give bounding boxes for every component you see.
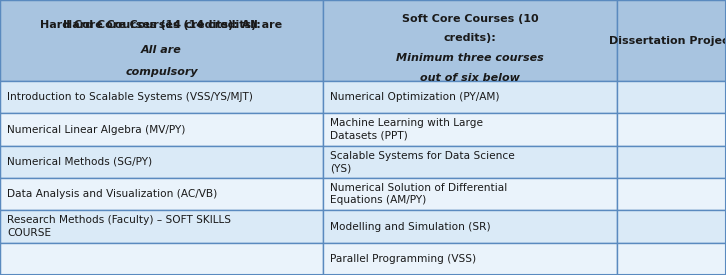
Text: Dissertation Project: Dissertation Project <box>609 35 726 46</box>
Text: Introduction to Scalable Systems (VSS/YS/MJT): Introduction to Scalable Systems (VSS/YS… <box>7 92 253 102</box>
Bar <box>323 178 617 210</box>
Bar <box>0 81 323 113</box>
Bar <box>323 210 617 243</box>
Text: Research Methods (Faculty) – SOFT SKILLS
COURSE: Research Methods (Faculty) – SOFT SKILLS… <box>7 215 232 238</box>
Bar <box>323 146 617 178</box>
Bar <box>617 113 726 146</box>
Bar <box>0 113 323 146</box>
Bar <box>617 81 726 113</box>
Bar <box>0 178 323 210</box>
Bar <box>617 210 726 243</box>
Text: Soft Core Courses (10: Soft Core Courses (10 <box>401 13 539 24</box>
Text: Minimum three courses: Minimum three courses <box>396 53 544 64</box>
Text: Machine Learning with Large
Datasets (PPT): Machine Learning with Large Datasets (PP… <box>330 119 484 141</box>
Bar <box>0 243 323 275</box>
Bar <box>617 243 726 275</box>
Text: out of six below: out of six below <box>420 73 520 83</box>
Text: credits):: credits): <box>444 33 497 43</box>
Bar <box>0 146 323 178</box>
Text: Hard Core Courses (14 credits): All are: Hard Core Courses (14 credits): All are <box>41 20 282 31</box>
Text: Modelling and Simulation (SR): Modelling and Simulation (SR) <box>330 222 491 232</box>
Text: Numerical Methods (SG/PY): Numerical Methods (SG/PY) <box>7 157 152 167</box>
Text: All are: All are <box>141 45 182 55</box>
Bar <box>617 146 726 178</box>
Text: Scalable Systems for Data Science
(YS): Scalable Systems for Data Science (YS) <box>330 151 515 173</box>
Text: Parallel Programming (VSS): Parallel Programming (VSS) <box>330 254 476 264</box>
Bar <box>323 243 617 275</box>
Bar <box>0 0 323 81</box>
Bar <box>617 178 726 210</box>
Bar <box>0 210 323 243</box>
Text: Numerical Solution of Differential
Equations (AM/PY): Numerical Solution of Differential Equat… <box>330 183 507 205</box>
Bar <box>323 0 617 81</box>
Text: Numerical Optimization (PY/AM): Numerical Optimization (PY/AM) <box>330 92 499 102</box>
Bar <box>323 81 617 113</box>
Text: compulsory: compulsory <box>125 67 198 77</box>
Text: Numerical Linear Algebra (MV/PY): Numerical Linear Algebra (MV/PY) <box>7 125 186 134</box>
Bar <box>617 0 726 81</box>
Text: Hard Core Courses (14 credits):: Hard Core Courses (14 credits): <box>62 20 261 31</box>
Bar <box>323 113 617 146</box>
Text: Data Analysis and Visualization (AC/VB): Data Analysis and Visualization (AC/VB) <box>7 189 218 199</box>
